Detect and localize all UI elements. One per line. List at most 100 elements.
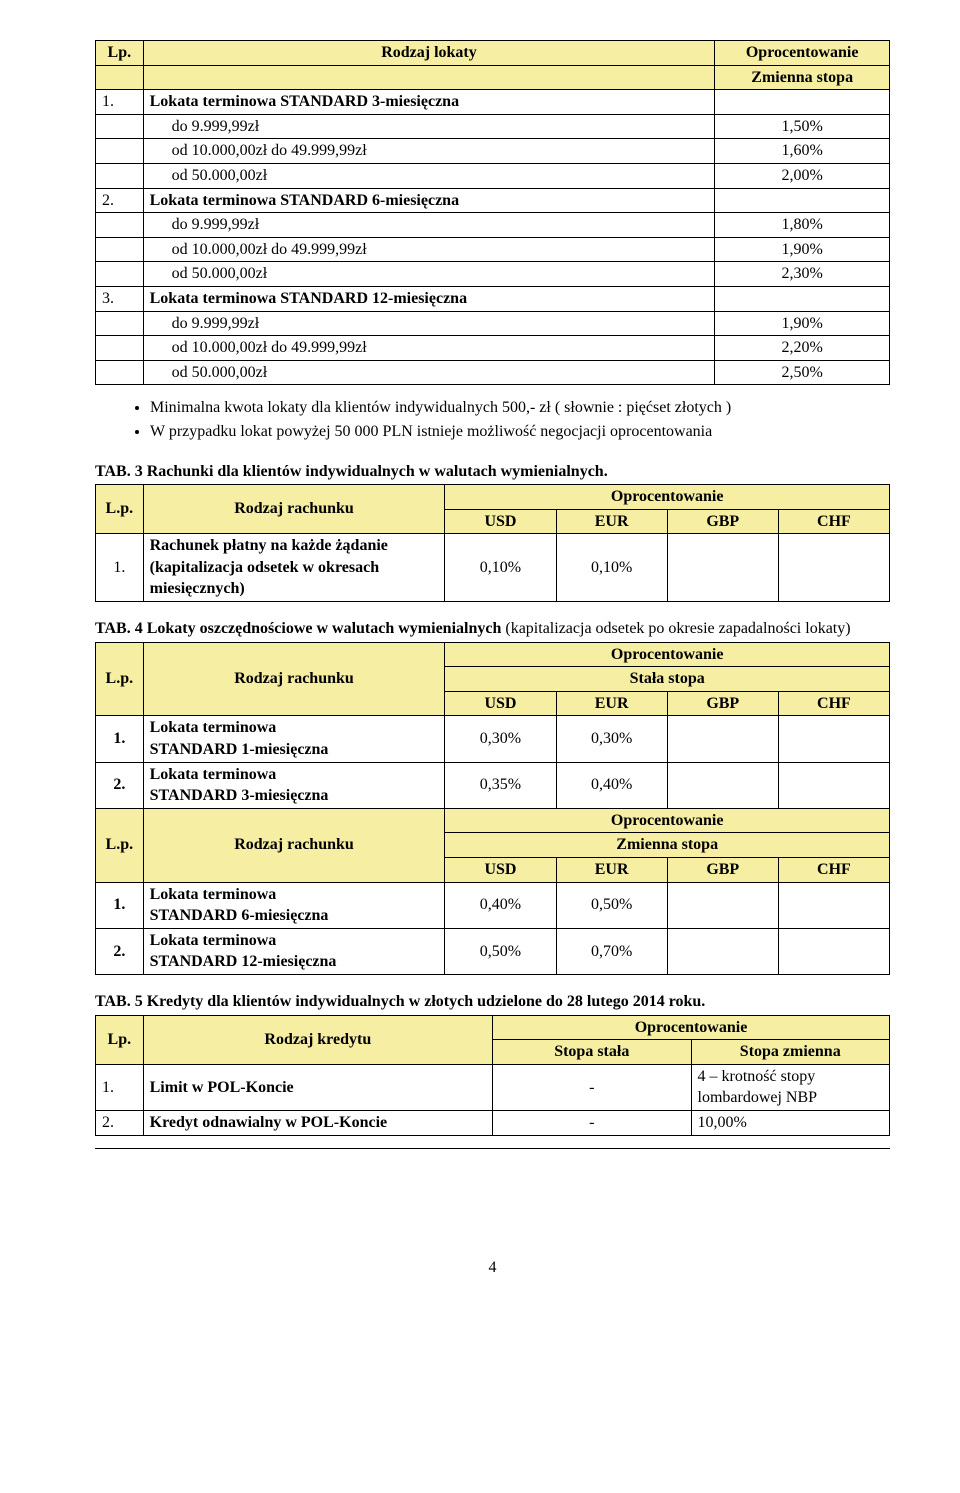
- cell-value: [778, 762, 889, 808]
- cell-empty: [715, 90, 890, 115]
- cell-lp: 2.: [96, 1110, 144, 1135]
- cell-lp: 3.: [96, 286, 144, 311]
- footer-rule: [95, 1148, 890, 1149]
- cell-rate: 2,30%: [715, 262, 890, 287]
- cell-name: Limit w POL-Koncie: [143, 1064, 492, 1110]
- th-usd: USD: [445, 691, 556, 716]
- cell-zmienna: 4 – krotność stopy lombardowej NBP: [691, 1064, 890, 1110]
- cell-rate: 1,60%: [715, 139, 890, 164]
- th-opr: Oprocentowanie: [715, 41, 890, 66]
- cell-value: 0,40%: [445, 882, 556, 928]
- cell-empty: [96, 360, 144, 385]
- cell-value: 0,70%: [556, 928, 667, 974]
- th-eur: EUR: [556, 858, 667, 883]
- cell-lp: 2.: [96, 188, 144, 213]
- table-tab3: L.p. Rodzaj rachunku Oprocentowanie USD …: [95, 484, 890, 602]
- th-empty: [143, 65, 715, 90]
- cell-lp: 1.: [96, 882, 144, 928]
- cell-name: Lokata terminowaSTANDARD 6-miesięczna: [143, 882, 445, 928]
- cell-name: Lokata terminowaSTANDARD 3-miesięczna: [143, 762, 445, 808]
- th-lp: L.p.: [96, 485, 144, 534]
- cell-value: [667, 928, 778, 974]
- cell-value: 0,10%: [556, 534, 667, 602]
- cell-lp: 2.: [96, 762, 144, 808]
- cell-range: od 50.000,00zł: [143, 360, 715, 385]
- cell-name: Rachunek płatny na każde żądanie (kapita…: [143, 534, 445, 602]
- cell-name: Lokata terminowa STANDARD 3-miesięczna: [143, 90, 715, 115]
- cell-name: Lokata terminowaSTANDARD 1-miesięczna: [143, 716, 445, 762]
- th-chf: CHF: [778, 509, 889, 534]
- th-usd: USD: [445, 509, 556, 534]
- cell-range: do 9.999,99zł: [143, 114, 715, 139]
- cell-value: 0,50%: [445, 928, 556, 974]
- cell-name: Kredyt odnawialny w POL-Koncie: [143, 1110, 492, 1135]
- cell-name: Lokata terminowa STANDARD 6-miesięczna: [143, 188, 715, 213]
- th-eur: EUR: [556, 691, 667, 716]
- th-gbp: GBP: [667, 691, 778, 716]
- tab4-title-bold: TAB. 4 Lokaty oszczędnościowe w walutach…: [95, 620, 505, 637]
- cell-name: Lokata terminowa STANDARD 12-miesięczna: [143, 286, 715, 311]
- table-lokaty-standard: Lp. Rodzaj lokaty Oprocentowanie Zmienna…: [95, 40, 890, 385]
- cell-value: 0,30%: [445, 716, 556, 762]
- cell-value: 0,35%: [445, 762, 556, 808]
- cell-rate: 1,90%: [715, 311, 890, 336]
- th-opr: Oprocentowanie: [445, 808, 890, 833]
- cell-lp: 1.: [96, 90, 144, 115]
- cell-range: od 10.000,00zł do 49.999,99zł: [143, 336, 715, 361]
- cell-rate: 1,50%: [715, 114, 890, 139]
- cell-empty: [96, 139, 144, 164]
- th-opr: Oprocentowanie: [445, 485, 890, 510]
- cell-name: Lokata terminowaSTANDARD 12-miesięczna: [143, 928, 445, 974]
- th-sub: Zmienna stopa: [715, 65, 890, 90]
- cell-rate: 1,80%: [715, 213, 890, 238]
- cell-range: od 10.000,00zł do 49.999,99zł: [143, 139, 715, 164]
- cell-value: 0,50%: [556, 882, 667, 928]
- cell-lp: 2.: [96, 928, 144, 974]
- th-sub: Zmienna stopa: [445, 833, 890, 858]
- th-chf: CHF: [778, 691, 889, 716]
- th-gbp: GBP: [667, 858, 778, 883]
- cell-value: [778, 534, 889, 602]
- note-item: W przypadku lokat powyżej 50 000 PLN ist…: [150, 421, 890, 443]
- cell-empty: [96, 237, 144, 262]
- cell-value: [778, 928, 889, 974]
- cell-stala: -: [493, 1110, 692, 1135]
- cell-value: 0,30%: [556, 716, 667, 762]
- th-rodzaj: Rodzaj lokaty: [143, 41, 715, 66]
- th-rodzaj: Rodzaj kredytu: [143, 1015, 492, 1064]
- cell-range: od 50.000,00zł: [143, 262, 715, 287]
- th-usd: USD: [445, 858, 556, 883]
- cell-lp: 1.: [96, 716, 144, 762]
- th-gbp: GBP: [667, 509, 778, 534]
- cell-value: [667, 716, 778, 762]
- th-rodzaj: Rodzaj rachunku: [143, 485, 445, 534]
- cell-value: [778, 716, 889, 762]
- cell-lp: 1.: [96, 1064, 144, 1110]
- cell-empty: [96, 262, 144, 287]
- tab3-title: TAB. 3 Rachunki dla klientów indywidualn…: [95, 461, 890, 483]
- th-eur: EUR: [556, 509, 667, 534]
- cell-empty: [715, 286, 890, 311]
- th-empty: [96, 65, 144, 90]
- cell-empty: [96, 336, 144, 361]
- cell-stala: -: [493, 1064, 692, 1110]
- cell-range: od 10.000,00zł do 49.999,99zł: [143, 237, 715, 262]
- cell-empty: [96, 213, 144, 238]
- page-number: 4: [95, 1259, 890, 1277]
- cell-range: do 9.999,99zł: [143, 311, 715, 336]
- th-lp: L.p.: [96, 808, 144, 882]
- cell-value: [667, 882, 778, 928]
- th-opr: Oprocentowanie: [445, 642, 890, 667]
- th-sub: Stała stopa: [445, 667, 890, 692]
- cell-range: od 50.000,00zł: [143, 163, 715, 188]
- th-stala: Stopa stała: [493, 1040, 692, 1065]
- th-lp: Lp.: [96, 41, 144, 66]
- cell-lp: 1.: [96, 534, 144, 602]
- cell-value: [778, 882, 889, 928]
- cell-rate: 2,50%: [715, 360, 890, 385]
- cell-value: 0,40%: [556, 762, 667, 808]
- th-lp: Lp.: [96, 1015, 144, 1064]
- cell-value: 0,10%: [445, 534, 556, 602]
- cell-empty: [715, 188, 890, 213]
- th-rodzaj: Rodzaj rachunku: [143, 642, 445, 716]
